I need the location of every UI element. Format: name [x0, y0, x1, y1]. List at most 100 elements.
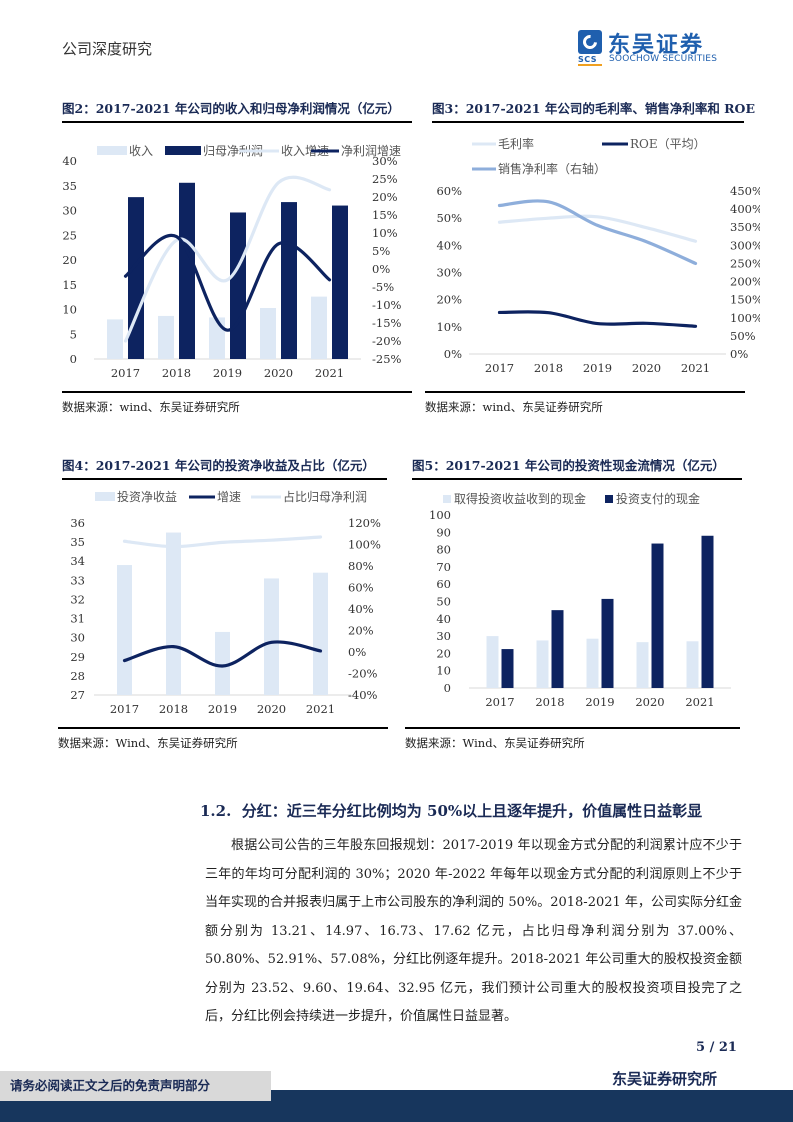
left-axis-tick: 70	[436, 560, 451, 574]
company-logo: SCS 东吴证券 SOOCHOW SECURITIES	[578, 30, 738, 66]
bar	[636, 642, 649, 688]
legend-label: ROE（平均）	[630, 137, 706, 151]
right-axis-tick: 20%	[372, 190, 398, 204]
bar	[179, 182, 195, 359]
x-axis-label: 2018	[534, 361, 563, 375]
left-axis-tick: 36	[70, 516, 85, 530]
left-axis-tick: 40	[62, 154, 77, 168]
footer-org-name: 东吴证券研究所	[612, 1070, 718, 1088]
x-axis-label: 2018	[535, 695, 564, 709]
legend-label: 净利润增速	[341, 144, 401, 158]
section-number: 1.2.	[200, 802, 232, 820]
bar	[586, 638, 599, 688]
bar	[215, 631, 230, 695]
right-axis-tick: -15%	[372, 316, 402, 330]
left-axis-tick: 60	[436, 577, 451, 591]
figure-5-title: 图5：2017-2021 年公司的投资性现金流情况（亿元）	[412, 455, 742, 480]
x-axis-label: 2021	[685, 695, 714, 709]
legend-label: 毛利率	[498, 136, 534, 151]
left-axis-tick: 40%	[436, 238, 462, 252]
figure-3: 图3：2017-2021 年公司的毛利率、销售净利率和 ROE	[432, 98, 755, 123]
figure-4-chart: 27 28 29 30 31 32 33 34 35 36 -40% -20% 0% 20% 40% 60% 8…	[70, 489, 381, 716]
bar	[536, 640, 549, 688]
right-axis-tick: 0%	[730, 347, 748, 361]
right-axis-tick: 300%	[730, 238, 760, 252]
bar	[601, 598, 614, 688]
bar	[166, 532, 181, 695]
right-axis-tick: 150%	[730, 293, 760, 307]
right-axis-tick: 100%	[348, 538, 381, 552]
x-axis-label: 2017	[485, 361, 514, 375]
right-axis-tick: 200%	[730, 275, 760, 289]
x-axis-label: 2017	[485, 695, 514, 709]
right-axis-tick: 25%	[372, 172, 398, 186]
bar	[651, 543, 664, 688]
legend-label: 投资支付的现金	[616, 491, 700, 506]
series-line	[497, 310, 698, 328]
report-category: 公司深度研究	[62, 40, 153, 58]
x-axis-label: 2019	[585, 695, 614, 709]
bar	[332, 205, 348, 359]
legend-label: 取得投资收益收到的现金	[454, 491, 586, 506]
left-axis-tick: 10%	[436, 320, 462, 334]
figure-5-chart: 0 10 20 30 40 50 60 70 80 90 100 2017 2018 2019 2020 20…	[429, 491, 731, 709]
bar	[107, 319, 123, 359]
x-axis-label: 2021	[681, 361, 710, 375]
legend-label: 增速	[217, 490, 241, 504]
bar	[686, 641, 699, 688]
right-axis-tick: 10%	[372, 226, 398, 240]
left-axis-tick: 29	[70, 650, 85, 664]
legend-label: 收入增速	[281, 144, 329, 158]
figure-2-chart: 0 5 10 15 20 25 30 35 40 -25% -20% -15% -10% -5% 0% 5% 1…	[62, 144, 402, 380]
legend-label: 占比归母净利润	[283, 489, 367, 504]
right-axis-tick: 20%	[348, 624, 374, 638]
x-axis-label: 2020	[635, 695, 664, 709]
right-axis-tick: -10%	[372, 298, 402, 312]
figure-3-source: 数据来源：wind、东吴证券研究所	[425, 391, 745, 415]
left-axis-tick: 30	[436, 629, 451, 643]
figure-2-source: 数据来源：wind、东吴证券研究所	[62, 391, 412, 415]
logo-name-cn: 东吴证券	[608, 33, 705, 58]
series-line	[122, 535, 323, 549]
right-axis-tick: 350%	[730, 220, 760, 234]
x-axis-label: 2021	[315, 366, 344, 380]
x-axis-label: 2018	[162, 366, 191, 380]
x-axis-label: 2019	[208, 702, 237, 716]
left-axis-tick: 30%	[436, 266, 462, 280]
bar	[281, 202, 297, 359]
legend-swatch	[165, 146, 201, 155]
right-axis-tick: 450%	[730, 184, 760, 198]
right-axis-tick: -5%	[372, 280, 394, 294]
figure-2: 图2：2017-2021 年公司的收入和归母净利润情况（亿元）	[62, 98, 412, 123]
bar	[313, 572, 328, 695]
right-axis-tick: -20%	[348, 667, 378, 681]
left-axis-tick: 27	[70, 688, 85, 702]
left-axis-tick: 10	[62, 303, 77, 317]
x-axis-label: 2019	[213, 366, 242, 380]
right-axis-tick: -25%	[372, 352, 402, 366]
section-title: 分红：近三年分红比例均为 50%以上且逐年提升，价值属性日益彰显	[241, 802, 703, 820]
bar	[128, 197, 144, 359]
bar	[117, 565, 132, 695]
right-axis-tick: 15%	[372, 208, 398, 222]
left-axis-tick: 30	[70, 631, 85, 645]
left-axis-tick: 0	[70, 352, 77, 366]
left-axis-tick: 25	[62, 228, 77, 242]
right-axis-tick: 120%	[348, 516, 381, 530]
left-axis-tick: 20	[62, 253, 77, 267]
x-axis-label: 2018	[159, 702, 188, 716]
left-axis-tick: 80	[436, 543, 451, 557]
bar	[264, 578, 279, 695]
bar	[501, 649, 514, 688]
left-axis-tick: 31	[70, 612, 85, 626]
logo-abbr: SCS	[578, 55, 598, 64]
figure-2-title: 图2：2017-2021 年公司的收入和归母净利润情况（亿元）	[62, 98, 412, 123]
left-axis-tick: 28	[70, 669, 85, 683]
bar	[551, 610, 564, 688]
figure-4-source: 数据来源：Wind、东吴证券研究所	[58, 727, 388, 751]
left-axis-tick: 50%	[436, 211, 462, 225]
x-axis-label: 2020	[264, 366, 293, 380]
figure-5: 图5：2017-2021 年公司的投资性现金流情况（亿元）	[412, 455, 742, 480]
legend-label: 投资净收益	[117, 489, 177, 504]
legend-swatch	[443, 495, 451, 503]
